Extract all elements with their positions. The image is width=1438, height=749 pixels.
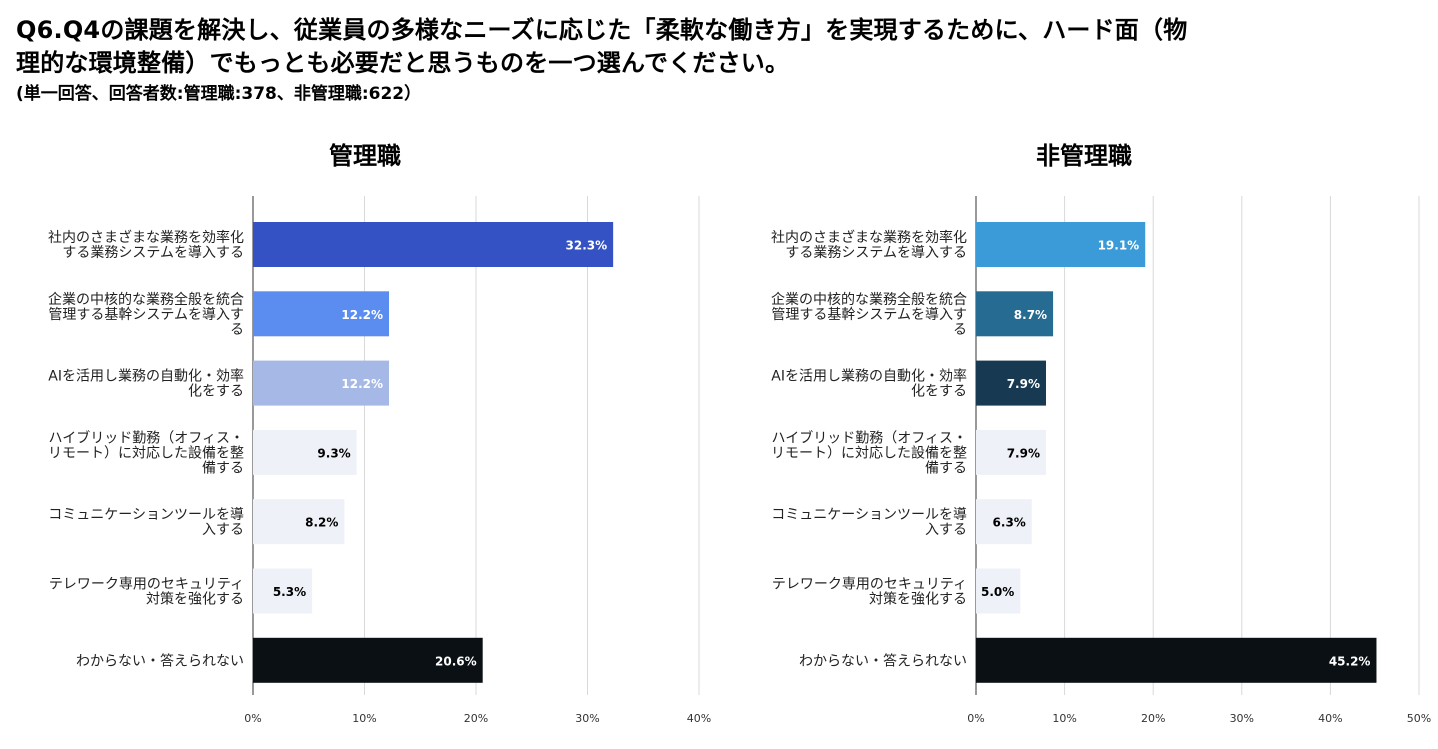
bar bbox=[253, 568, 313, 614]
x-tick-label: 0% bbox=[244, 712, 261, 725]
category-label-line: AIを活用し業務の自動化・効率 bbox=[48, 368, 244, 385]
category-label: 企業の中核的な業務全般を統合管理する基幹システムを導入する bbox=[48, 291, 244, 338]
category-label-line: 管理する基幹システムを導入す bbox=[771, 306, 967, 323]
x-tick-label: 40% bbox=[1318, 712, 1342, 725]
category-label-line: テレワーク専用のセキュリティ bbox=[772, 577, 967, 593]
chart-panel-managers: 管理職 0% 10% 20% 30% 40% 32.3% 社内のさまざまな業務を効率化する業… bbox=[0, 128, 719, 745]
data-label: 8.2% bbox=[305, 516, 338, 530]
bar bbox=[253, 637, 483, 683]
category-label-line: ハイブリッド勤務（オフィス・ bbox=[49, 429, 244, 446]
bar bbox=[976, 360, 1046, 406]
data-label: 12.2% bbox=[341, 377, 383, 391]
category-label-line: 社内のさまざまな業務を効率化 bbox=[771, 229, 967, 246]
category-label: テレワーク専用のセキュリティ対策を強化する bbox=[772, 577, 967, 608]
category-label-line: リモート）に対応した設備を整 bbox=[771, 445, 967, 461]
bar bbox=[976, 291, 1054, 337]
data-label: 8.7% bbox=[1014, 308, 1047, 322]
x-tick-label: 10% bbox=[352, 712, 376, 725]
category-label: AIを活用し業務の自動化・効率化をする bbox=[771, 368, 967, 400]
bar bbox=[253, 360, 390, 406]
bar bbox=[976, 637, 1377, 683]
chart-panel-non-managers: 非管理職 0% 10% 20% 30% 40% 50% 19.1% 社内のさまざまな業務を効率… bbox=[719, 128, 1438, 745]
data-label: 7.9% bbox=[1007, 446, 1040, 460]
x-tick-label: 0% bbox=[967, 712, 984, 725]
category-label: 社内のさまざまな業務を効率化する業務システムを導入する bbox=[771, 229, 967, 261]
category-label-line: る bbox=[953, 322, 967, 338]
category-label-line: テレワーク専用のセキュリティ bbox=[49, 577, 244, 593]
category-label: コミュニケーションツールを導入する bbox=[771, 507, 967, 538]
bar bbox=[253, 222, 614, 267]
category-label-line: 入する bbox=[202, 522, 244, 538]
data-label: 20.6% bbox=[435, 654, 477, 668]
x-tick-label: 30% bbox=[1230, 712, 1254, 725]
category-label-line: る bbox=[230, 322, 244, 338]
category-label-line: 企業の中核的な業務全般を統合 bbox=[48, 291, 244, 308]
data-label: 7.9% bbox=[1007, 377, 1040, 391]
category-label-line: 社内のさまざまな業務を効率化 bbox=[48, 229, 244, 246]
category-label: わからない・答えられない bbox=[799, 652, 967, 669]
category-label: ハイブリッド勤務（オフィス・リモート）に対応した設備を整備する bbox=[771, 429, 967, 476]
bar bbox=[976, 429, 1046, 475]
category-label-line: 対策を強化する bbox=[869, 591, 967, 608]
category-label: わからない・答えられない bbox=[76, 652, 244, 669]
bar bbox=[253, 429, 357, 475]
x-tick-label: 20% bbox=[1141, 712, 1165, 725]
data-label: 19.1% bbox=[1098, 239, 1140, 253]
category-label-line: 管理する基幹システムを導入す bbox=[48, 306, 244, 323]
x-tick-label: 20% bbox=[464, 712, 488, 725]
category-label: AIを活用し業務の自動化・効率化をする bbox=[48, 368, 244, 400]
data-label: 9.3% bbox=[317, 446, 350, 460]
category-label: 企業の中核的な業務全般を統合管理する基幹システムを導入する bbox=[771, 291, 967, 338]
bar bbox=[976, 499, 1032, 545]
category-label-line: コミュニケーションツールを導 bbox=[771, 507, 967, 523]
chart-title-managers: 管理職 bbox=[329, 142, 401, 170]
category-label: コミュニケーションツールを導入する bbox=[48, 507, 244, 538]
category-label-line: わからない・答えられない bbox=[799, 652, 967, 669]
x-tick-label: 10% bbox=[1052, 712, 1076, 725]
category-label-line: リモート）に対応した設備を整 bbox=[48, 445, 244, 461]
bar-chart-managers: 0% 10% 20% 30% 40% 32.3% 社内のさまざまな業務を効率化する業務システ… bbox=[48, 196, 711, 725]
category-label-line: 対策を強化する bbox=[146, 591, 244, 608]
bar bbox=[976, 568, 1021, 614]
category-label-line: 企業の中核的な業務全般を統合 bbox=[771, 291, 967, 308]
data-label: 5.0% bbox=[981, 585, 1014, 599]
category-label-line: 備する bbox=[925, 460, 967, 476]
chart-title-non-managers: 非管理職 bbox=[1036, 142, 1132, 170]
category-label-line: 入する bbox=[925, 522, 967, 538]
data-label: 5.3% bbox=[273, 585, 306, 599]
category-label-line: AIを活用し業務の自動化・効率 bbox=[771, 368, 967, 385]
x-tick-label: 40% bbox=[687, 712, 711, 725]
bar-chart-non-managers: 0% 10% 20% 30% 40% 50% 19.1% 社内のさまざまな業務を効率化する業務… bbox=[771, 196, 1431, 725]
title-block: Q6.Q4の課題を解決し、従業員の多様なニーズに応じた「柔軟な働き方」を実現する… bbox=[16, 14, 1416, 106]
data-label: 12.2% bbox=[341, 308, 383, 322]
x-tick-label: 30% bbox=[575, 712, 599, 725]
respondent-note: (単一回答、回答者数:管理職:378、非管理職:622） bbox=[16, 84, 422, 104]
question-line-2: 理的な環境整備）でもっとも必要だと思うものを一つ選んでください。 bbox=[16, 49, 790, 77]
x-tick-label: 50% bbox=[1407, 712, 1431, 725]
category-label-line: わからない・答えられない bbox=[76, 652, 244, 669]
category-label-line: 化をする bbox=[911, 384, 967, 400]
category-label-line: コミュニケーションツールを導 bbox=[48, 507, 244, 523]
category-label-line: する業務システムを導入する bbox=[62, 245, 244, 261]
bar bbox=[253, 499, 345, 545]
category-label-line: する業務システムを導入する bbox=[785, 245, 967, 261]
category-label: 社内のさまざまな業務を効率化する業務システムを導入する bbox=[48, 229, 244, 261]
category-label-line: 備する bbox=[202, 460, 244, 476]
category-label: テレワーク専用のセキュリティ対策を強化する bbox=[49, 577, 244, 608]
category-label-line: ハイブリッド勤務（オフィス・ bbox=[772, 429, 967, 446]
bar bbox=[976, 222, 1146, 267]
bar bbox=[253, 291, 390, 337]
category-label-line: 化をする bbox=[188, 384, 244, 400]
question-line-1: Q6.Q4の課題を解決し、従業員の多様なニーズに応じた「柔軟な働き方」を実現する… bbox=[16, 16, 1188, 44]
data-label: 6.3% bbox=[993, 516, 1026, 530]
category-label: ハイブリッド勤務（オフィス・リモート）に対応した設備を整備する bbox=[48, 429, 244, 476]
data-label: 45.2% bbox=[1329, 654, 1371, 668]
data-label: 32.3% bbox=[566, 239, 608, 253]
